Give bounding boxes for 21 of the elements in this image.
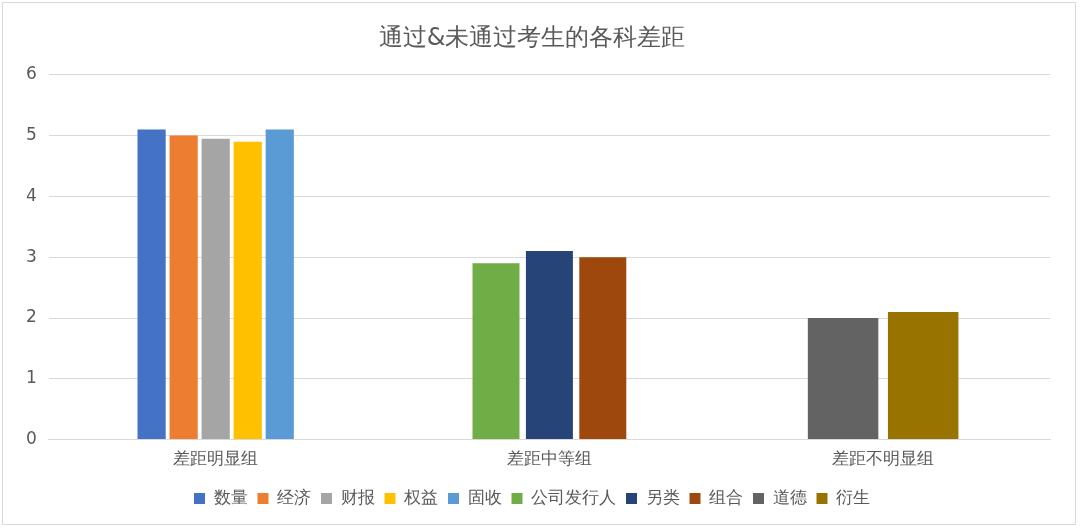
y-tick-label: 6 — [25, 63, 37, 84]
y-tick-label: 2 — [25, 306, 37, 327]
legend-label: 财报 — [340, 486, 375, 507]
y-tick-label: 1 — [25, 367, 37, 388]
legend-label: 公司发行人 — [531, 486, 616, 507]
x-tick-label: 差距不明显组 — [832, 448, 935, 469]
legend-label: 数量 — [213, 486, 248, 507]
legend-label: 权益 — [403, 486, 438, 507]
legend-label: 组合 — [709, 486, 743, 507]
legend-label: 固收 — [467, 486, 502, 507]
legend-label: 另类 — [645, 486, 680, 507]
chart-title: 通过&未通过考生的各科差距 — [378, 22, 686, 51]
x-tick-label: 差距明显组 — [173, 448, 259, 469]
y-tick-label: 0 — [25, 428, 37, 449]
legend-label: 道德 — [772, 486, 807, 507]
y-tick-label: 5 — [25, 124, 37, 145]
y-tick-label: 3 — [25, 245, 37, 266]
legend-label: 衍生 — [836, 486, 870, 507]
x-tick-label: 差距中等组 — [506, 448, 592, 469]
legend-label: 经济 — [277, 486, 311, 507]
y-tick-label: 4 — [25, 184, 37, 205]
